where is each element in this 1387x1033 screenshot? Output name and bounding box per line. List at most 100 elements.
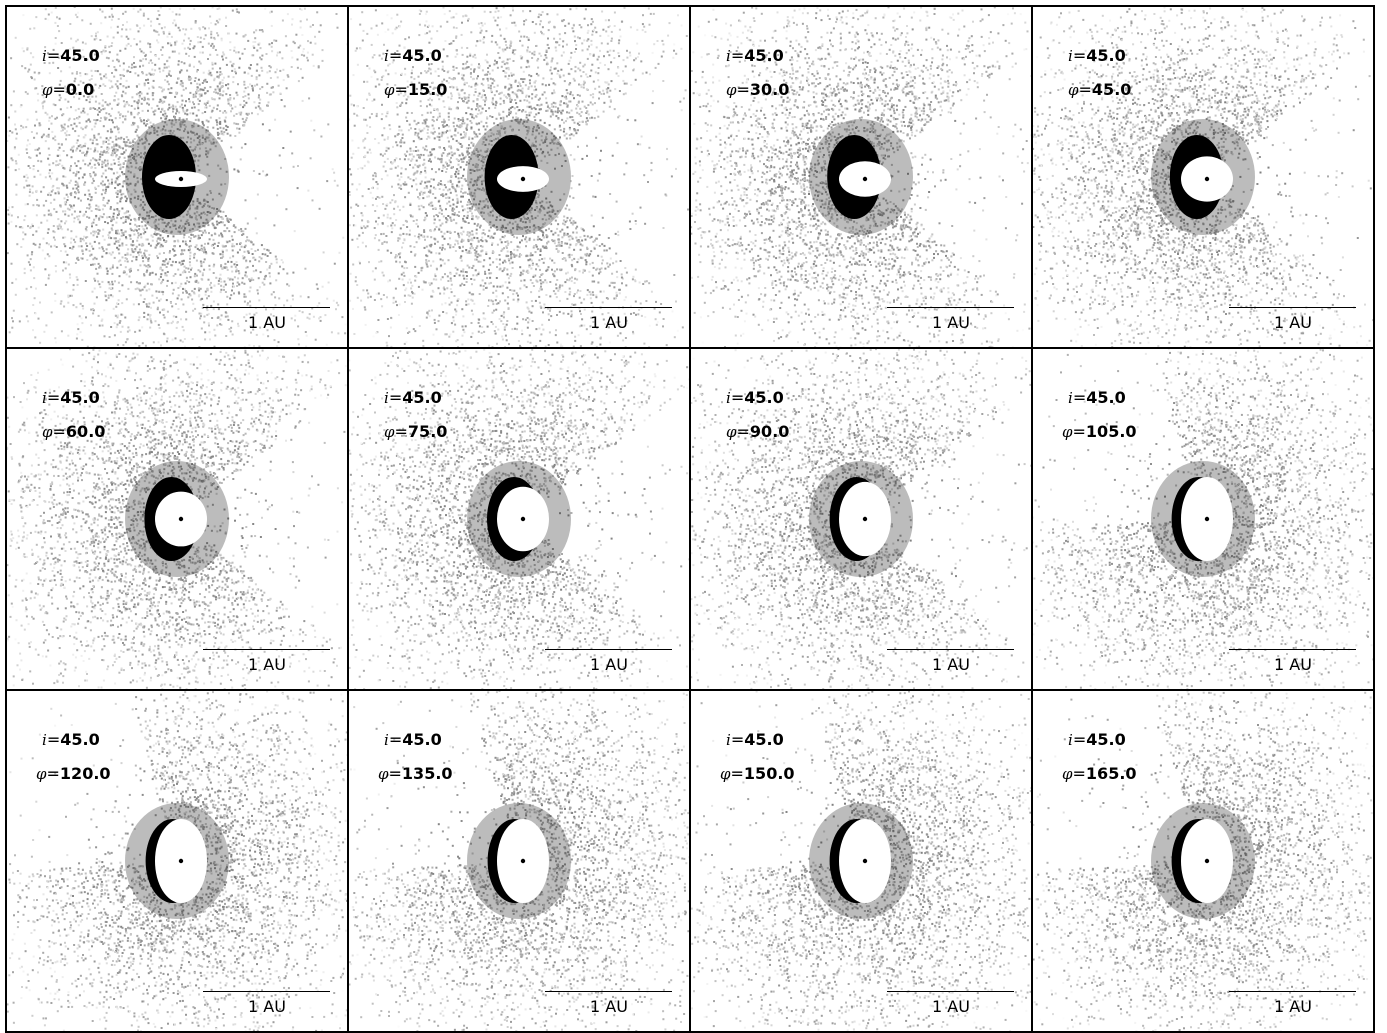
phase-angle-label: φ=15.0 bbox=[384, 82, 447, 98]
image-panel: i=45.0 φ=135.0 1 AU bbox=[348, 690, 690, 1032]
phase-angle-symbol: φ bbox=[378, 765, 389, 783]
inclination-value: 45.0 bbox=[744, 388, 783, 407]
equals-sign: = bbox=[737, 422, 750, 441]
equals-sign: = bbox=[47, 388, 60, 407]
equals-sign: = bbox=[47, 46, 60, 65]
scale-bar-label: 1 AU bbox=[248, 315, 286, 331]
scale-bar-label: 1 AU bbox=[1274, 657, 1312, 673]
scale-bar bbox=[1229, 991, 1356, 992]
phase-angle-value: 45.0 bbox=[1092, 80, 1131, 99]
phase-angle-symbol: φ bbox=[720, 765, 731, 783]
central-star bbox=[179, 517, 183, 521]
phase-angle-label: φ=0.0 bbox=[42, 82, 94, 98]
central-star bbox=[521, 177, 525, 181]
equals-sign: = bbox=[1073, 46, 1086, 65]
panel-border-vertical bbox=[347, 5, 349, 1033]
equals-sign: = bbox=[731, 388, 744, 407]
scale-bar bbox=[1229, 307, 1356, 308]
equals-sign: = bbox=[389, 388, 402, 407]
scale-bar bbox=[887, 991, 1014, 992]
equals-sign: = bbox=[1073, 422, 1086, 441]
scale-bar-label: 1 AU bbox=[590, 999, 628, 1015]
scale-bar bbox=[887, 307, 1014, 308]
panel-border-horizontal bbox=[5, 347, 1375, 349]
scale-bar bbox=[545, 991, 672, 992]
scale-bar bbox=[887, 649, 1014, 650]
image-panel: i=45.0 φ=15.0 1 AU bbox=[348, 6, 690, 348]
phase-angle-label: φ=105.0 bbox=[1062, 424, 1137, 440]
scale-bar-label: 1 AU bbox=[1274, 315, 1312, 331]
central-star bbox=[179, 859, 183, 863]
inclination-label: i=45.0 bbox=[384, 48, 442, 64]
equals-sign: = bbox=[1073, 730, 1086, 749]
phase-angle-value: 150.0 bbox=[744, 764, 795, 783]
equals-sign: = bbox=[53, 422, 66, 441]
inclination-value: 45.0 bbox=[1086, 388, 1125, 407]
equals-sign: = bbox=[395, 80, 408, 99]
phase-angle-symbol: φ bbox=[36, 765, 47, 783]
inclination-value: 45.0 bbox=[744, 730, 783, 749]
phase-angle-value: 135.0 bbox=[402, 764, 453, 783]
phase-angle-value: 0.0 bbox=[66, 80, 94, 99]
panel-border-vertical bbox=[1031, 5, 1033, 1033]
panel-border-horizontal bbox=[5, 5, 1375, 7]
equals-sign: = bbox=[53, 80, 66, 99]
inclination-value: 45.0 bbox=[60, 388, 99, 407]
equals-sign: = bbox=[47, 730, 60, 749]
scale-bar-label: 1 AU bbox=[932, 315, 970, 331]
equals-sign: = bbox=[395, 422, 408, 441]
equals-sign: = bbox=[389, 46, 402, 65]
phase-angle-label: φ=165.0 bbox=[1062, 766, 1137, 782]
scale-bar bbox=[545, 649, 672, 650]
phase-angle-value: 90.0 bbox=[750, 422, 789, 441]
phase-angle-label: φ=30.0 bbox=[726, 82, 789, 98]
inclination-value: 45.0 bbox=[402, 388, 441, 407]
central-star bbox=[1205, 517, 1209, 521]
image-panel: i=45.0 φ=75.0 1 AU bbox=[348, 348, 690, 690]
inclination-value: 45.0 bbox=[60, 46, 99, 65]
phase-angle-label: φ=150.0 bbox=[720, 766, 795, 782]
scale-bar-label: 1 AU bbox=[590, 657, 628, 673]
phase-angle-symbol: φ bbox=[726, 81, 737, 99]
panel-border-horizontal bbox=[5, 689, 1375, 691]
inclination-label: i=45.0 bbox=[384, 390, 442, 406]
panel-border-vertical bbox=[1373, 5, 1375, 1033]
equals-sign: = bbox=[737, 80, 750, 99]
phase-angle-symbol: φ bbox=[1062, 423, 1073, 441]
scale-bar-label: 1 AU bbox=[1274, 999, 1312, 1015]
central-star bbox=[179, 177, 183, 181]
central-star bbox=[1205, 859, 1209, 863]
inclination-label: i=45.0 bbox=[42, 390, 100, 406]
phase-angle-value: 30.0 bbox=[750, 80, 789, 99]
equals-sign: = bbox=[47, 764, 60, 783]
inclination-label: i=45.0 bbox=[384, 732, 442, 748]
scale-bar bbox=[545, 307, 672, 308]
inclination-label: i=45.0 bbox=[1068, 732, 1126, 748]
panel-border-vertical bbox=[5, 5, 7, 1033]
phase-angle-symbol: φ bbox=[384, 81, 395, 99]
equals-sign: = bbox=[1073, 764, 1086, 783]
central-star bbox=[863, 859, 867, 863]
phase-angle-label: φ=75.0 bbox=[384, 424, 447, 440]
phase-angle-label: φ=135.0 bbox=[378, 766, 453, 782]
central-star bbox=[863, 517, 867, 521]
scale-bar-label: 1 AU bbox=[590, 315, 628, 331]
phase-angle-symbol: φ bbox=[1062, 765, 1073, 783]
scale-bar bbox=[203, 307, 330, 308]
scale-bar-label: 1 AU bbox=[248, 657, 286, 673]
scale-bar bbox=[203, 991, 330, 992]
scale-bar bbox=[1229, 649, 1356, 650]
phase-angle-value: 60.0 bbox=[66, 422, 105, 441]
phase-angle-value: 75.0 bbox=[408, 422, 447, 441]
equals-sign: = bbox=[731, 730, 744, 749]
central-star bbox=[1205, 177, 1209, 181]
panel-border-vertical bbox=[689, 5, 691, 1033]
